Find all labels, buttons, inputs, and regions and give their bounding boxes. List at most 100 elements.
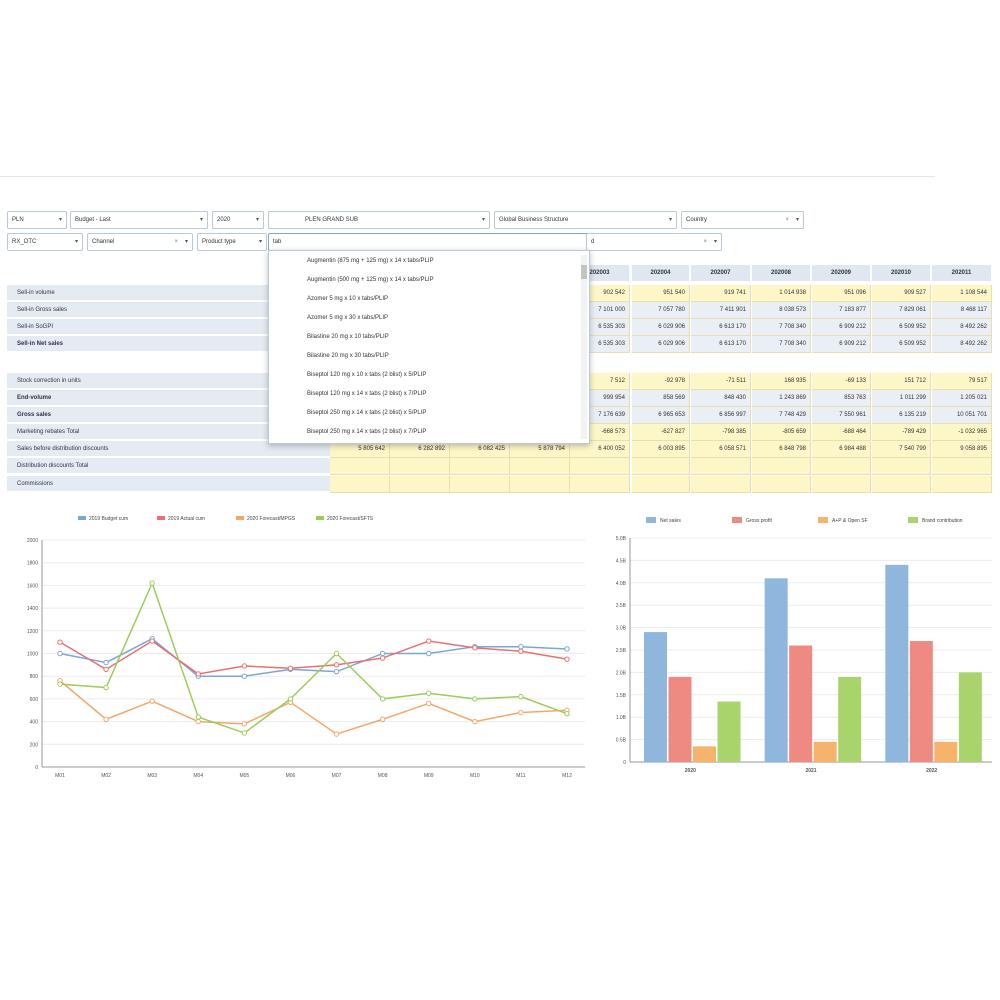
table-cell: 6 965 653 [632, 407, 690, 424]
scenario-select[interactable]: Budget - Last ▾ [70, 211, 208, 229]
data-point [103, 659, 109, 666]
data-point [57, 681, 63, 687]
dropdown-option[interactable]: Augmentin (875 mg + 125 mg) x 14 x tabs/… [307, 258, 434, 264]
chevron-down-icon: ▾ [258, 239, 262, 245]
x-tick-label: 2020 [685, 768, 696, 774]
table-cell: -69 133 [812, 373, 871, 390]
clear-icon[interactable]: × [703, 239, 707, 245]
y-tick-label: 0 [35, 765, 38, 771]
table-cell: 5 805 642 [330, 441, 390, 458]
bar [909, 641, 933, 762]
data-point [103, 716, 109, 723]
dropdown-scrollbar-thumb[interactable] [581, 265, 587, 279]
column-header[interactable]: 202007 [691, 265, 751, 281]
table-cell: 7 550 961 [812, 407, 871, 424]
table-cell: -688 464 [812, 424, 871, 441]
dropdown-option[interactable]: Augmentin (500 mg + 125 mg) x 14 x tabs/… [307, 277, 434, 283]
y-tick-label: 2000 [27, 538, 38, 544]
dropdown-option[interactable]: Biseptol 250 mg x 14 x tabs (2 blist) x … [307, 410, 427, 416]
table-cell: 6 003 895 [632, 441, 690, 458]
currency-select[interactable]: PLN ▾ [7, 211, 67, 229]
rx-otc-select-value: RX_OTC [12, 239, 37, 245]
table-cell: 8 492 262 [932, 319, 992, 336]
table-cell: 1 014 938 [752, 285, 811, 302]
year-select[interactable]: 2020 ▾ [212, 211, 264, 229]
data-point [241, 663, 248, 669]
series-line [59, 581, 568, 734]
table-cell [752, 476, 811, 493]
legend-label: Net sales [660, 518, 681, 524]
column-header[interactable]: 202009 [812, 265, 871, 281]
table-cell: 7 829 061 [872, 302, 931, 319]
chevron-down-icon: ▾ [199, 217, 203, 223]
table-cell: 7 183 877 [812, 302, 871, 319]
table-cell [872, 476, 931, 493]
data-point [57, 639, 63, 645]
bar [934, 741, 958, 762]
row-label-sell-in-sogpi: Sell-in SoGPI [7, 319, 330, 335]
dropdown-option[interactable]: Azomer 5 mg x 30 x tabs/PLIP [307, 315, 389, 321]
clear-icon[interactable]: × [174, 239, 178, 245]
row-label-end-volume: End-volume [7, 390, 330, 406]
data-point [518, 693, 524, 700]
table-cell: 6 856 997 [691, 407, 751, 424]
dropdown-option[interactable]: Bilastine 20 mg x 30 tabs/PLIP [307, 353, 389, 359]
table-cell: 909 527 [872, 285, 931, 302]
brand-select[interactable]: PLEN GRAND SUB ▾ [268, 211, 490, 229]
column-header[interactable]: 202011 [932, 265, 992, 281]
table-cell: 5 878 794 [510, 441, 570, 458]
data-point [103, 666, 109, 673]
rx-otc-select[interactable]: RX_OTC ▾ [7, 233, 83, 251]
product-type-select-value: Product type [202, 239, 236, 245]
channel-select[interactable]: Channel × ▾ [87, 233, 193, 251]
dropdown-option[interactable]: Bilastine 20 mg x 10 tabs/PLIP [307, 334, 389, 340]
y-tick-label: 4.5B [616, 558, 627, 564]
column-header[interactable]: 202010 [872, 265, 931, 281]
x-tick-label: M07 [332, 773, 342, 779]
legend-swatch [78, 516, 86, 520]
data-point [379, 650, 386, 657]
dropdown-option[interactable]: Azomer 5 mg x 10 x tabs/PLIP [307, 296, 389, 302]
dropdown-scrollbar[interactable] [581, 255, 587, 439]
x-tick-label: M06 [286, 773, 296, 779]
table-cell: -798 385 [691, 424, 751, 441]
y-tick-label: 1800 [27, 561, 38, 567]
currency-select-value: PLN [12, 217, 24, 223]
table-cell [510, 476, 570, 493]
table-cell: 1 243 869 [752, 390, 811, 407]
data-point [149, 580, 155, 586]
data-point [333, 731, 340, 737]
dropdown-option[interactable]: Biseptol 250 mg x 14 x tabs (2 blist) x … [307, 429, 427, 435]
row-label-gross-sales: Gross sales [7, 407, 330, 423]
country-select[interactable]: Country × ▾ [681, 211, 804, 229]
table-cell: 8 492 262 [932, 336, 992, 353]
dropdown-option[interactable]: Biseptol 120 mg x 14 x tabs (2 blist) x … [307, 391, 427, 397]
table-cell [812, 476, 871, 493]
product-type-select[interactable]: Product type ▾ [197, 233, 267, 251]
column-header[interactable]: 202004 [632, 265, 690, 281]
y-tick-label: 0.5B [616, 738, 627, 744]
table-cell: 6 509 952 [872, 336, 931, 353]
data-point [472, 696, 478, 702]
dropdown-option[interactable]: Biseptol 120 mg x 10 x tabs (2 blist) x … [307, 372, 427, 378]
y-tick-label: 1000 [27, 652, 38, 658]
table-cell: 6 400 052 [570, 441, 630, 458]
row-label-stock-correction: Stock correction in units [7, 373, 330, 389]
data-point [57, 650, 63, 657]
data-point [241, 721, 248, 727]
table-cell: 151 712 [872, 373, 931, 390]
top-divider [0, 176, 935, 177]
legend-label: 2019 Budget cum [89, 516, 128, 522]
clear-icon[interactable]: × [785, 217, 789, 223]
secondary-select[interactable]: d × ▾ [586, 233, 722, 251]
column-header[interactable]: 202008 [752, 265, 811, 281]
table-cell [510, 458, 570, 475]
legend-swatch [157, 516, 165, 520]
business-structure-select[interactable]: Global Business Structure ▾ [494, 211, 677, 229]
product-search-input[interactable]: tab [268, 233, 590, 251]
bar [717, 701, 741, 762]
legend-swatch [732, 517, 742, 523]
table-cell: 6 082 425 [450, 441, 510, 458]
table-cell: 9 058 895 [932, 441, 992, 458]
table-cell [872, 458, 931, 475]
